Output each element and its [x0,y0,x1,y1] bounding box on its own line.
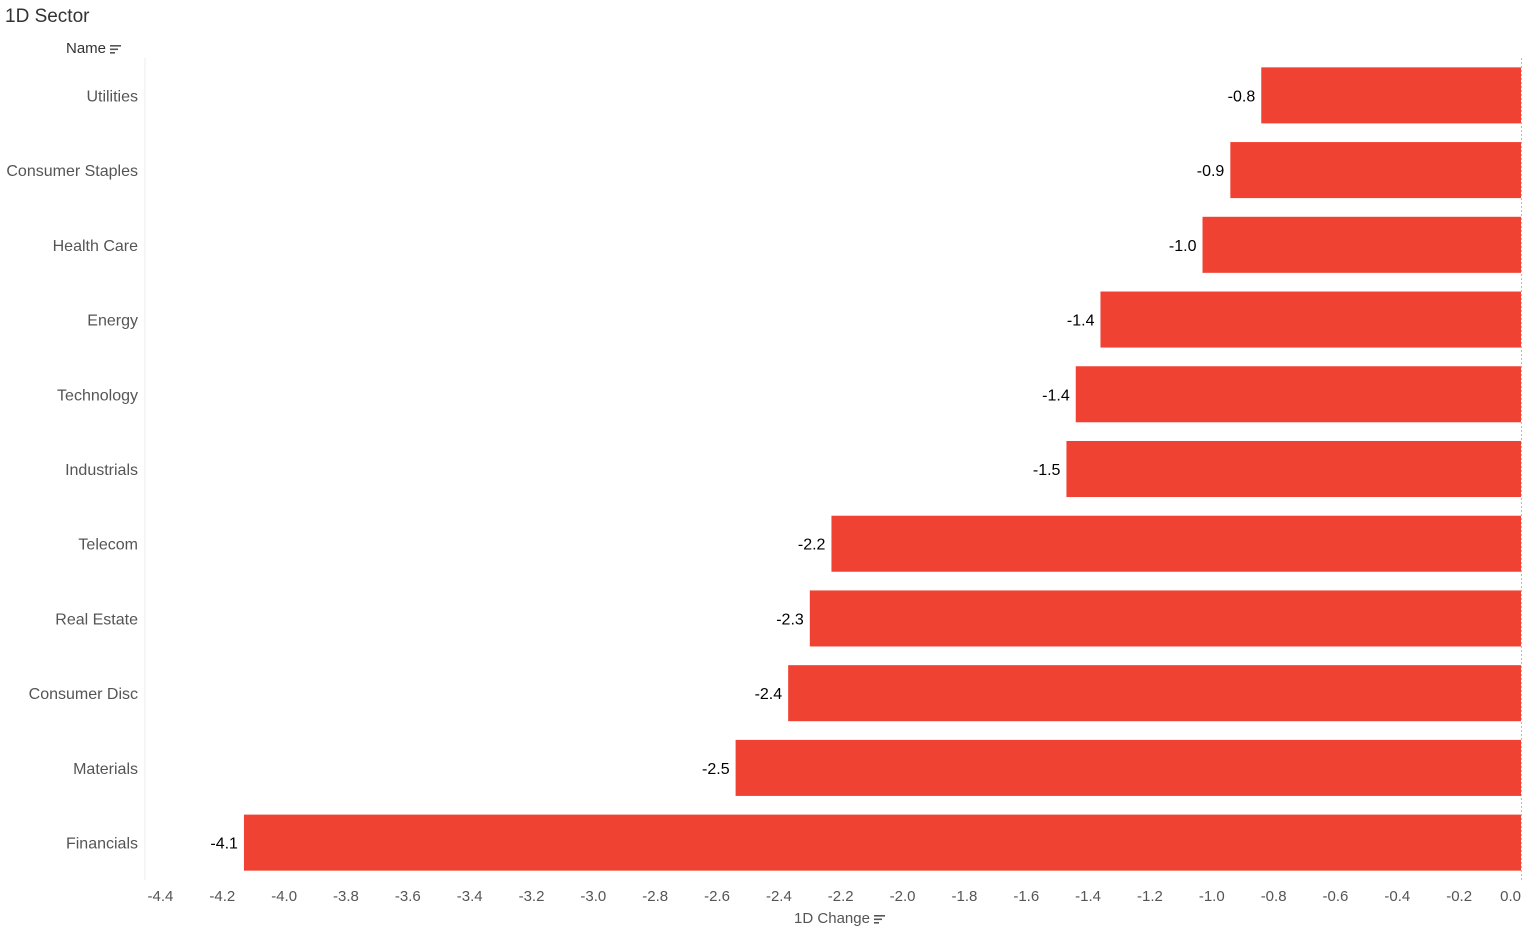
data-labels: -0.8 -0.9 -1.0 -1.4 -1.4 -1.5 -2.2 -2.3 -2.4 -2.5… [210,88,1255,852]
x-tick-label: -1.6 [1013,888,1039,905]
x-tick-label: -0.8 [1261,888,1287,905]
x-tick-label: -1.4 [1075,888,1101,905]
category-label[interactable]: Health Care [53,238,138,255]
bar-energy[interactable] [1100,291,1521,348]
sort-icon[interactable] [873,914,886,924]
category-label[interactable]: Consumer Disc [29,686,138,703]
x-tick-label: -3.0 [580,888,606,905]
x-axis-ticks: -4.4 -4.2 -4.0 -3.8 -3.6 -3.4 -3.2 -3.0 -2.8 -2.6… [148,888,1521,905]
x-tick-label: -2.8 [642,888,668,905]
data-label: -2.3 [776,611,804,628]
category-label[interactable]: Financials [66,836,138,853]
x-tick-label: -2.4 [766,888,792,905]
x-tick-label: -3.2 [519,888,545,905]
x-tick-label: -4.4 [148,888,174,905]
bar-consumer-staples[interactable] [1230,142,1521,199]
x-axis-title-label: 1D Change [794,910,870,927]
bar-utilities[interactable] [1261,67,1521,124]
data-label: -2.2 [798,537,826,554]
category-label[interactable]: Energy [87,313,138,330]
row-header-label: Name [66,40,107,57]
category-label[interactable]: Technology [57,387,138,404]
bar-financials[interactable] [243,814,1521,871]
row-header[interactable]: Name [66,40,122,57]
category-label[interactable]: Consumer Staples [6,163,138,180]
x-axis-title[interactable]: 1D Change [0,910,1530,927]
x-tick-label: -0.2 [1446,888,1472,905]
x-tick-label: -4.0 [271,888,297,905]
category-label[interactable]: Real Estate [55,611,138,628]
category-label[interactable]: Utilities [86,88,138,105]
sort-icon[interactable] [110,44,122,54]
bar-industrials[interactable] [1066,440,1521,498]
bar-consumer-disc[interactable] [788,665,1521,722]
bar-materials[interactable] [735,739,1521,796]
data-label: -0.9 [1197,163,1225,180]
x-tick-label: -0.4 [1384,888,1410,905]
category-labels: Utilities Consumer Staples Health Care Ener… [6,88,138,852]
bar-health-care[interactable] [1202,216,1521,273]
data-label: -2.4 [755,686,783,703]
x-tick-label: -3.6 [395,888,421,905]
data-label: -0.8 [1228,88,1256,105]
x-tick-label: -2.6 [704,888,730,905]
bar-technology[interactable] [1075,366,1521,423]
x-tick-label: -1.8 [951,888,977,905]
x-tick-label: -1.0 [1199,888,1225,905]
data-label: -4.1 [210,836,238,853]
x-tick-label: -2.0 [890,888,916,905]
chart-title: 1D Sector [5,6,90,27]
axis-lines [144,58,1522,880]
x-tick-label: 0.0 [1500,888,1521,905]
x-tick-label: -3.4 [457,888,483,905]
bar-real-estate[interactable] [809,590,1521,647]
bars [243,67,1521,871]
data-label: -1.4 [1042,387,1070,404]
data-label: -1.4 [1067,313,1095,330]
x-tick-label: -0.6 [1323,888,1349,905]
category-label[interactable]: Industrials [65,462,138,479]
data-label: -1.0 [1169,238,1197,255]
data-label: -2.5 [702,761,730,778]
data-label: -1.5 [1033,462,1061,479]
bar-telecom[interactable] [831,515,1521,572]
x-tick-label: -1.2 [1137,888,1163,905]
category-label[interactable]: Telecom [78,537,138,554]
x-tick-label: -4.2 [209,888,235,905]
category-label[interactable]: Materials [73,761,138,778]
x-tick-label: -3.8 [333,888,359,905]
x-tick-label: -2.2 [828,888,854,905]
